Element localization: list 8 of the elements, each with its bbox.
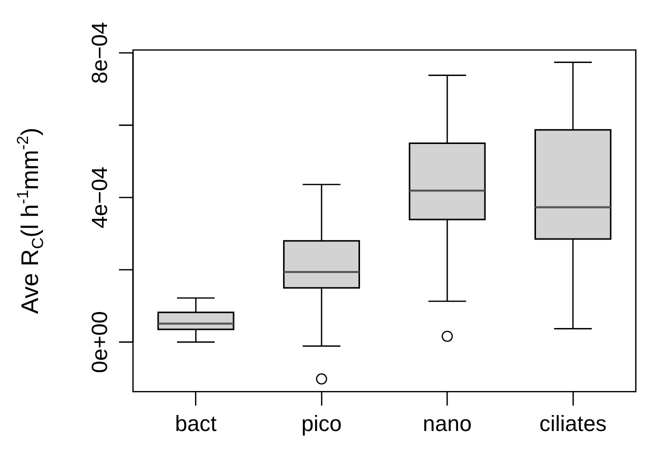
y-tick-label: 8e−04 xyxy=(87,22,112,84)
x-tick-label: ciliates xyxy=(539,410,607,436)
y-axis-title: Ave RC(l h-1mm-2) xyxy=(15,128,47,314)
y-tick-label: 0e+00 xyxy=(87,311,112,373)
x-tick-label: pico xyxy=(301,410,342,436)
x-tick-label: bact xyxy=(175,410,217,436)
y-tick-label: 4e−04 xyxy=(87,166,112,228)
x-tick-label: nano xyxy=(422,410,472,436)
